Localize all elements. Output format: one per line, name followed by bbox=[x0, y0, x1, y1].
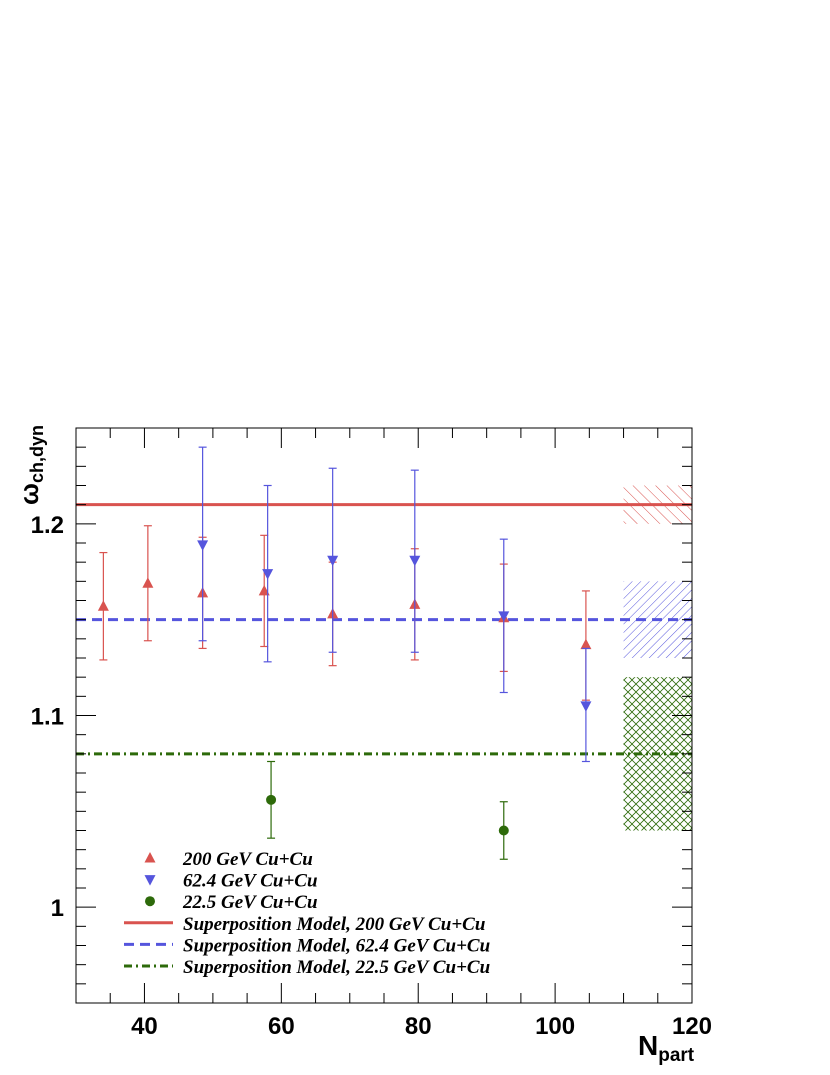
point-marker bbox=[258, 584, 270, 596]
data-point-s1-p0 bbox=[197, 446, 209, 642]
data-points bbox=[97, 446, 592, 860]
data-point-s1-p2 bbox=[327, 467, 339, 653]
x-axis-title-sub: part bbox=[658, 1045, 695, 1066]
legend-label-2: 22.5 GeV Cu+Cu bbox=[182, 892, 318, 913]
data-point-s0-p0 bbox=[97, 551, 109, 661]
y-tick-label: 1 bbox=[51, 895, 64, 922]
point-marker bbox=[97, 600, 109, 611]
x-tick-label: 40 bbox=[131, 1013, 158, 1040]
point-marker bbox=[580, 701, 592, 712]
x-tick-label: 80 bbox=[405, 1013, 432, 1040]
legend-model-label-1: Superposition Model, 62.4 GeV Cu+Cu bbox=[183, 935, 490, 956]
y-axis-ticks: 1 1.1 1.2 bbox=[31, 427, 692, 1004]
x-axis-ticks: 40 60 80 100 120 bbox=[75, 428, 712, 1040]
y-axis-title-sub: ch,dyn bbox=[27, 425, 47, 483]
x-axis-title-main: N bbox=[638, 1030, 658, 1061]
data-point-s2-p0 bbox=[266, 760, 277, 839]
data-point-s1-p3 bbox=[409, 469, 421, 653]
legend-model-label-2: Superposition Model, 22.5 GeV Cu+Cu bbox=[183, 957, 490, 978]
point-marker bbox=[498, 825, 509, 836]
point-marker bbox=[266, 794, 277, 805]
data-point-s1-p1 bbox=[262, 484, 274, 663]
systematic-bands bbox=[623, 485, 692, 831]
point-marker bbox=[262, 569, 274, 580]
legend-marker-1 bbox=[144, 875, 156, 886]
legend-model-label-0: Superposition Model, 200 GeV Cu+Cu bbox=[183, 914, 485, 935]
legend-label-1: 62.4 GeV Cu+Cu bbox=[183, 871, 318, 892]
y-axis-title: ωch,dyn bbox=[14, 425, 47, 505]
x-axis-title: Npart bbox=[638, 1030, 695, 1066]
data-point-s0-p1 bbox=[142, 525, 154, 642]
point-marker bbox=[498, 611, 510, 622]
y-axis-title-main: ω bbox=[14, 483, 44, 505]
point-marker bbox=[580, 638, 592, 650]
x-tick-label: 60 bbox=[268, 1013, 295, 1040]
legend-label-0: 200 GeV Cu+Cu bbox=[182, 849, 313, 870]
x-tick-label: 100 bbox=[535, 1013, 575, 1040]
x-tick-label: 120 bbox=[672, 1013, 712, 1040]
point-marker bbox=[142, 577, 154, 588]
point-marker bbox=[409, 555, 421, 567]
data-point-s2-p1 bbox=[498, 801, 509, 860]
point-marker bbox=[197, 540, 209, 551]
data-point-s1-p4 bbox=[498, 538, 510, 694]
legend-marker-0 bbox=[144, 852, 156, 863]
data-point-s0-p3 bbox=[258, 534, 270, 648]
legend-marker-2 bbox=[145, 896, 155, 907]
point-marker bbox=[327, 555, 339, 567]
data-point-s1-p5 bbox=[580, 647, 592, 763]
model-lines bbox=[76, 503, 692, 756]
y-tick-label: 1.2 bbox=[31, 512, 64, 539]
y-tick-label: 1.1 bbox=[31, 704, 64, 731]
